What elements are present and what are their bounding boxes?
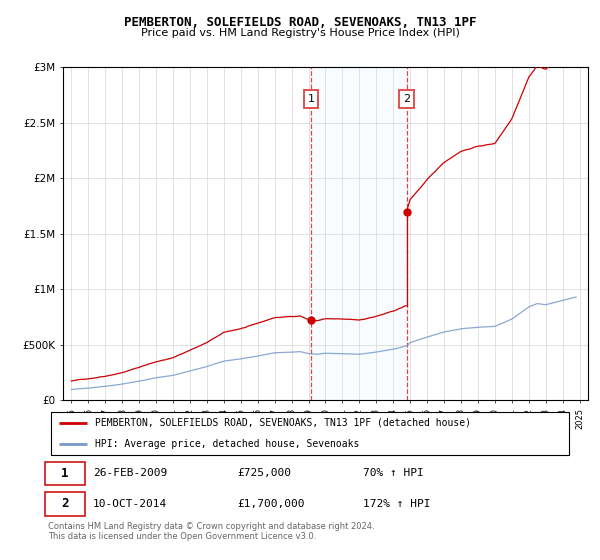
Text: PEMBERTON, SOLEFIELDS ROAD, SEVENOAKS, TN13 1PF (detached house): PEMBERTON, SOLEFIELDS ROAD, SEVENOAKS, T…: [95, 418, 471, 428]
Bar: [311, 67, 407, 400]
Text: 26-FEB-2009: 26-FEB-2009: [92, 468, 167, 478]
FancyBboxPatch shape: [46, 461, 85, 485]
Text: Price paid vs. HM Land Registry's House Price Index (HPI): Price paid vs. HM Land Registry's House …: [140, 28, 460, 38]
Text: 2: 2: [403, 94, 410, 104]
Text: Contains HM Land Registry data © Crown copyright and database right 2024.
This d: Contains HM Land Registry data © Crown c…: [48, 522, 374, 542]
Text: £725,000: £725,000: [237, 468, 291, 478]
FancyBboxPatch shape: [50, 412, 569, 455]
Text: 10-OCT-2014: 10-OCT-2014: [92, 499, 167, 509]
Text: £1,700,000: £1,700,000: [237, 499, 305, 509]
Text: PEMBERTON, SOLEFIELDS ROAD, SEVENOAKS, TN13 1PF: PEMBERTON, SOLEFIELDS ROAD, SEVENOAKS, T…: [124, 16, 476, 29]
Text: HPI: Average price, detached house, Sevenoaks: HPI: Average price, detached house, Seve…: [95, 439, 359, 449]
Text: 2: 2: [61, 497, 68, 510]
Text: 70% ↑ HPI: 70% ↑ HPI: [363, 468, 424, 478]
FancyBboxPatch shape: [46, 492, 85, 516]
Text: 1: 1: [308, 94, 314, 104]
Text: 1: 1: [61, 467, 68, 480]
Text: 172% ↑ HPI: 172% ↑ HPI: [363, 499, 431, 509]
